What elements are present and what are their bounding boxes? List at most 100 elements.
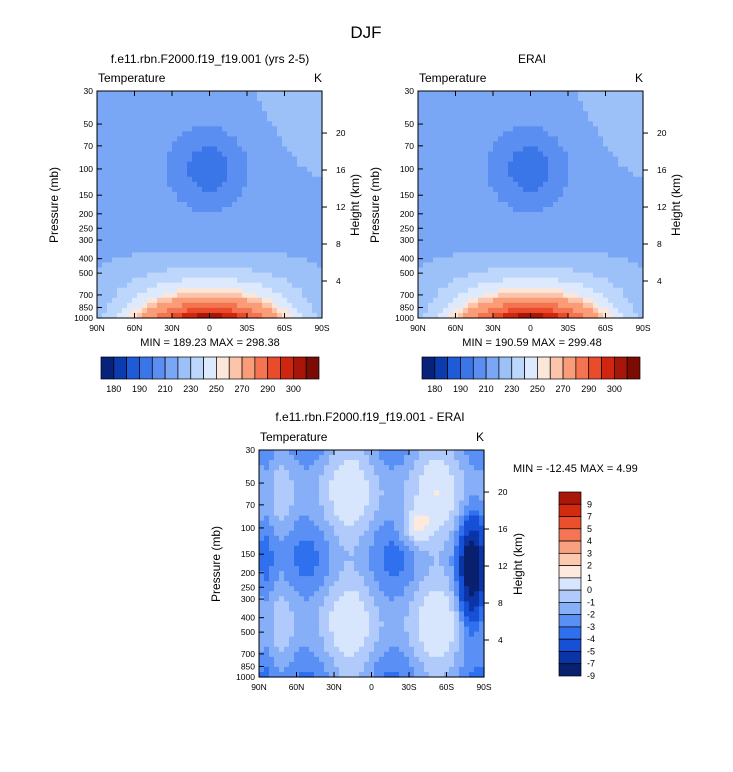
contour-cell	[573, 227, 579, 233]
contour-cell	[167, 111, 173, 117]
contour-cell	[262, 121, 268, 127]
contour-cell	[623, 232, 629, 238]
contour-cell	[317, 247, 323, 254]
contour-cell	[369, 490, 375, 496]
contour-cell	[302, 257, 308, 264]
contour-cell	[122, 232, 128, 238]
contour-cell	[317, 111, 323, 117]
contour-cell	[252, 262, 258, 269]
contour-cell	[478, 151, 484, 158]
contour-cell	[618, 287, 624, 294]
contour-cell	[334, 475, 340, 481]
contour-cell	[573, 307, 579, 314]
contour-cell	[558, 307, 564, 314]
contour-cell	[252, 272, 258, 279]
contour-cell	[508, 302, 514, 309]
contour-cell	[633, 126, 639, 132]
contour-cell	[197, 252, 203, 259]
contour-cell	[483, 121, 489, 127]
contour-cell	[548, 136, 554, 143]
contour-cell	[603, 297, 609, 304]
contour-cell	[217, 116, 223, 122]
contour-cell	[479, 460, 485, 466]
contour-cell	[418, 312, 424, 319]
contour-cell	[598, 176, 604, 183]
contour-cell	[428, 106, 434, 112]
contour-cell	[518, 166, 524, 173]
contour-cell	[282, 237, 288, 243]
contour-cell	[493, 196, 499, 203]
contour-cell	[309, 475, 315, 481]
contour-cell	[112, 232, 118, 238]
contour-cell	[187, 146, 193, 153]
contour-cell	[433, 212, 439, 218]
contour-cell	[344, 475, 350, 481]
contour-cell	[443, 126, 449, 132]
contour-cell	[289, 450, 295, 456]
contour-cell	[414, 505, 420, 512]
contour-cell	[302, 262, 308, 269]
contour-cell	[272, 141, 278, 148]
contour-cell	[217, 131, 223, 137]
contour-cell	[369, 525, 375, 532]
contour-cell	[528, 171, 534, 178]
contour-cell	[137, 297, 143, 304]
contour-cell	[613, 292, 619, 299]
contour-cell	[142, 242, 148, 248]
contour-cell	[202, 91, 208, 97]
contour-cell	[468, 126, 474, 132]
contour-cell	[374, 455, 380, 461]
contour-cell	[448, 272, 454, 279]
contour-cell	[294, 525, 300, 532]
panel-erai-title: ERAI	[518, 52, 546, 66]
contour-cell	[543, 166, 549, 173]
contour-cell	[568, 207, 574, 213]
contour-cell	[438, 207, 444, 213]
contour-cell	[157, 257, 163, 264]
contour-cell	[282, 101, 288, 107]
contour-cell	[329, 455, 335, 461]
contour-cell	[538, 242, 544, 248]
contour-cell	[242, 106, 248, 112]
contour-cell	[122, 217, 128, 223]
contour-cell	[553, 116, 559, 122]
contour-cell	[349, 460, 355, 466]
contour-cell	[132, 181, 138, 188]
contour-cell	[553, 171, 559, 178]
contour-cell	[142, 186, 148, 193]
contour-cell	[167, 302, 173, 309]
contour-cell	[523, 126, 529, 132]
contour-cell	[147, 292, 153, 299]
panel-model-left-label: Temperature	[98, 71, 166, 85]
contour-cell	[267, 131, 273, 137]
contour-cell	[458, 297, 464, 304]
contour-cell	[423, 207, 429, 213]
contour-cell	[132, 292, 138, 299]
contour-cell	[282, 181, 288, 188]
contour-cell	[282, 131, 288, 137]
contour-cell	[112, 191, 118, 198]
colorbar-swatch	[626, 356, 641, 380]
contour-cell	[434, 455, 440, 461]
contour-cell	[212, 106, 218, 112]
contour-cell	[97, 292, 103, 299]
contour-cell	[518, 191, 524, 198]
contour-cell	[142, 166, 148, 173]
contour-cell	[117, 267, 123, 274]
contour-cell	[399, 465, 405, 471]
contour-cell	[132, 232, 138, 238]
contour-cell	[172, 222, 178, 228]
contour-cell	[478, 171, 484, 178]
contour-cell	[428, 302, 434, 309]
contour-cell	[543, 101, 549, 107]
contour-cell	[222, 247, 228, 254]
contour-cell	[513, 277, 519, 284]
contour-cell	[503, 297, 509, 304]
contour-cell	[423, 307, 429, 314]
contour-cell	[354, 475, 360, 481]
contour-cell	[419, 480, 425, 486]
contour-cell	[503, 196, 509, 203]
contour-cell	[578, 111, 584, 117]
contour-cell	[232, 116, 238, 122]
contour-cell	[423, 282, 429, 289]
